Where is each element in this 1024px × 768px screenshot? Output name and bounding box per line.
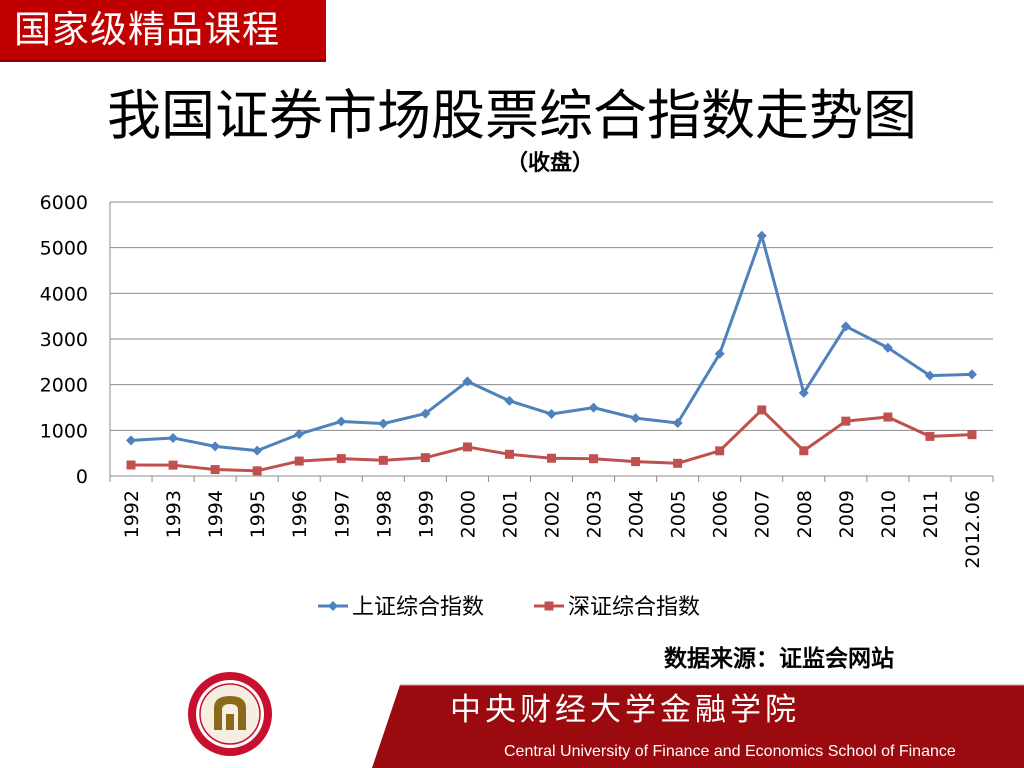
- x-tick-label: 2009: [836, 490, 858, 538]
- x-tick-label: 2011: [920, 490, 942, 538]
- data-point: [126, 460, 136, 470]
- data-point: [336, 416, 347, 427]
- data-point: [328, 601, 338, 611]
- y-tick-label: 4000: [40, 283, 88, 305]
- data-point: [672, 417, 683, 428]
- data-point: [378, 418, 389, 429]
- y-tick-label: 0: [76, 466, 88, 488]
- data-point: [546, 409, 557, 420]
- gridlines: [109, 201, 994, 482]
- legend-label: 上证综合指数: [352, 595, 484, 620]
- x-tick-label: 2005: [668, 490, 690, 538]
- data-point: [378, 455, 388, 465]
- data-point: [547, 453, 556, 463]
- footer-background: [372, 684, 1024, 768]
- data-point: [673, 458, 683, 468]
- data-point: [294, 456, 304, 466]
- y-tick-label: 3000: [40, 329, 88, 351]
- x-tick-label: 1997: [331, 490, 353, 538]
- x-axis-ticks: 1992 1993 1994 1995 1996 1997 1998 1999 2000 2001…: [121, 490, 984, 569]
- legend: 上证综合指数 深证综合指数: [318, 595, 700, 620]
- course-badge: 国家级精品课程: [0, 0, 326, 62]
- data-point: [336, 454, 346, 464]
- data-point: [798, 387, 809, 398]
- data-source-note: 数据来源：证监会网站: [664, 646, 894, 672]
- data-point: [420, 408, 431, 419]
- x-tick-label: 1996: [289, 490, 311, 538]
- data-point: [924, 370, 935, 381]
- legend-label: 深证综合指数: [568, 595, 700, 620]
- data-point: [252, 466, 262, 476]
- university-seal-logo: [188, 672, 272, 756]
- data-point: [462, 376, 473, 387]
- data-point: [630, 413, 641, 424]
- x-tick-label: 1999: [415, 490, 437, 538]
- data-point: [799, 446, 809, 456]
- data-point: [168, 432, 179, 443]
- data-point: [715, 446, 725, 456]
- data-point: [925, 431, 935, 441]
- x-tick-label: 1994: [205, 490, 227, 538]
- legend-item: 上证综合指数: [318, 595, 484, 620]
- footer-banner: [0, 665, 1024, 768]
- school-name-cn: 中央财经大学金融学院: [450, 692, 800, 728]
- data-point: [420, 453, 430, 463]
- x-tick-label: 2008: [794, 490, 816, 538]
- data-point: [210, 465, 220, 475]
- x-tick-label: 1998: [373, 490, 395, 538]
- x-tick-label: 2006: [710, 490, 732, 538]
- data-point: [840, 321, 851, 332]
- series-layer: [126, 230, 977, 476]
- y-tick-label: 2000: [40, 375, 88, 397]
- x-tick-label: 1992: [121, 490, 143, 538]
- data-point: [504, 449, 514, 459]
- course-badge-text: 国家级精品课程: [14, 8, 280, 51]
- data-point: [544, 601, 554, 611]
- data-point: [210, 441, 221, 452]
- data-point: [589, 454, 599, 464]
- data-point: [882, 342, 893, 353]
- data-point: [631, 457, 641, 467]
- legend-item: 深证综合指数: [534, 595, 700, 620]
- x-tick-label: 2000: [457, 490, 479, 538]
- data-point: [252, 445, 263, 456]
- chart-subtitle: （收盘）: [505, 151, 594, 176]
- y-tick-label: 6000: [40, 192, 88, 214]
- data-point: [168, 460, 178, 470]
- data-point: [757, 405, 767, 415]
- y-tick-label: 5000: [40, 238, 88, 260]
- school-name-en: Central University of Finance and Econom…: [504, 743, 956, 760]
- chart-title: 我国证券市场股票综合指数走势图: [107, 84, 917, 147]
- x-tick-label: 2002: [542, 490, 564, 538]
- x-tick-label: 2003: [584, 490, 606, 538]
- series-diamond: [126, 230, 977, 456]
- data-point: [756, 230, 767, 241]
- data-point: [294, 429, 305, 440]
- data-point: [126, 435, 137, 446]
- data-point: [462, 442, 472, 452]
- x-tick-label: 2010: [878, 490, 900, 538]
- data-point: [714, 348, 725, 359]
- y-tick-label: 1000: [40, 420, 88, 442]
- data-point: [883, 412, 893, 422]
- x-tick-label: 2001: [499, 490, 521, 538]
- data-point: [841, 416, 851, 426]
- data-point: [588, 402, 599, 413]
- x-tick-label: 1995: [247, 490, 269, 538]
- x-tick-label: 1993: [163, 490, 185, 538]
- data-point: [966, 369, 977, 380]
- x-tick-label: 2007: [752, 490, 774, 538]
- series-square: [126, 405, 977, 476]
- data-point: [967, 430, 977, 440]
- x-tick-label: 2012.06: [962, 490, 984, 569]
- x-tick-label: 2004: [626, 490, 648, 538]
- y-axis-ticks: 0 1000 2000 3000 4000 5000 6000: [40, 192, 88, 488]
- data-point: [504, 395, 515, 406]
